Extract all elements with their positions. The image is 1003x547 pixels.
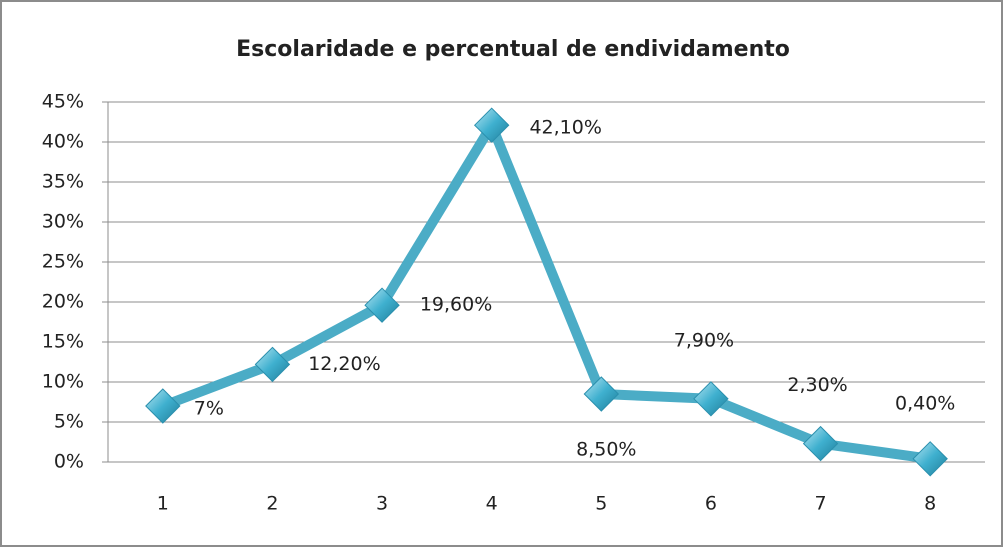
chart-title: Escolaridade e percentual de endividamen… (236, 37, 790, 62)
data-label: 12,20% (308, 353, 380, 375)
data-point (693, 381, 729, 417)
data-point (254, 346, 291, 383)
data-label: 7,90% (674, 329, 734, 351)
y-tick-label: 0% (54, 451, 84, 473)
y-tick-label: 30% (42, 211, 84, 233)
y-tick-label: 40% (42, 131, 84, 153)
data-label: 7% (194, 398, 224, 420)
y-tick-label: 10% (42, 371, 84, 393)
data-label: 2,30% (787, 374, 847, 396)
x-tick-label: 5 (595, 493, 607, 515)
data-label: 8,50% (576, 439, 636, 461)
x-tick-label: 3 (376, 493, 388, 515)
y-tick-label: 25% (42, 251, 84, 273)
data-point (583, 376, 620, 412)
y-tick-label: 5% (54, 411, 84, 433)
data-point (364, 287, 400, 323)
y-tick-label: 15% (42, 331, 84, 353)
x-tick-label: 4 (486, 493, 498, 515)
data-label: 0,40% (895, 392, 955, 414)
y-tick-label: 20% (42, 291, 84, 313)
data-point (802, 425, 839, 462)
y-tick-label: 35% (42, 171, 84, 193)
data-point (912, 441, 948, 477)
data-line (161, 120, 931, 464)
x-tick-label: 1 (157, 493, 169, 515)
data-point (145, 388, 181, 424)
data-label: 42,10% (529, 117, 601, 139)
y-tick-label: 45% (42, 91, 84, 113)
x-tick-label: 7 (815, 493, 827, 515)
data-label: 19,60% (420, 294, 492, 316)
x-tick-label: 2 (266, 493, 278, 515)
data-point (473, 107, 510, 143)
x-tick-label: 6 (705, 493, 717, 515)
x-tick-label: 8 (924, 493, 936, 515)
